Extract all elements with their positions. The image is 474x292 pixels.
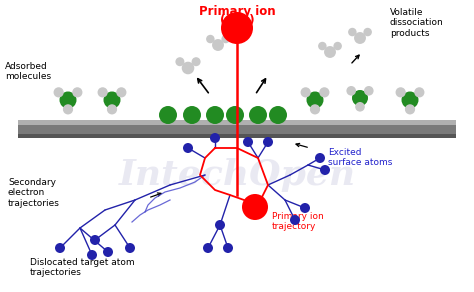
Circle shape [346, 86, 356, 95]
Circle shape [206, 106, 224, 124]
Circle shape [243, 137, 253, 147]
Circle shape [221, 35, 230, 43]
Circle shape [175, 57, 184, 66]
Bar [18, 120, 456, 125]
Circle shape [215, 220, 225, 230]
Text: IntechOpen: IntechOpen [118, 158, 356, 192]
Circle shape [352, 90, 368, 106]
Circle shape [223, 243, 233, 253]
Text: Dislocated target atom
trajectories: Dislocated target atom trajectories [30, 258, 135, 277]
Circle shape [364, 28, 372, 36]
Circle shape [301, 87, 311, 98]
Circle shape [103, 247, 113, 257]
Circle shape [125, 243, 135, 253]
Text: (Ga⁺): (Ga⁺) [219, 14, 255, 27]
Circle shape [242, 194, 268, 220]
Circle shape [318, 42, 327, 50]
Circle shape [183, 143, 193, 153]
Circle shape [226, 106, 244, 124]
Circle shape [206, 35, 215, 43]
Circle shape [307, 91, 323, 109]
Circle shape [159, 106, 177, 124]
Circle shape [212, 39, 224, 51]
Circle shape [324, 46, 336, 58]
Circle shape [249, 106, 267, 124]
Circle shape [55, 243, 65, 253]
Circle shape [221, 12, 253, 44]
Circle shape [116, 87, 127, 98]
Circle shape [269, 106, 287, 124]
Circle shape [72, 87, 82, 98]
Circle shape [310, 104, 320, 114]
Bar [18, 134, 456, 138]
Text: Primary ion: Primary ion [199, 5, 275, 18]
Bar [18, 123, 456, 138]
Circle shape [395, 87, 406, 98]
Circle shape [87, 250, 97, 260]
Circle shape [315, 153, 325, 163]
Text: Volatile
dissociation
products: Volatile dissociation products [390, 8, 444, 38]
Circle shape [401, 91, 419, 109]
Circle shape [107, 104, 117, 114]
Circle shape [98, 87, 108, 98]
Circle shape [203, 243, 213, 253]
Text: Secondary
electron
trajectories: Secondary electron trajectories [8, 178, 60, 208]
Text: Adsorbed
molecules: Adsorbed molecules [5, 62, 51, 81]
Circle shape [103, 91, 120, 109]
Circle shape [414, 87, 424, 98]
Circle shape [290, 215, 300, 225]
Circle shape [63, 104, 73, 114]
Circle shape [263, 137, 273, 147]
Circle shape [90, 235, 100, 245]
Circle shape [333, 42, 342, 50]
Circle shape [54, 87, 64, 98]
Text: Primary ion
trajectory: Primary ion trajectory [272, 212, 324, 231]
Circle shape [405, 104, 415, 114]
Circle shape [320, 165, 330, 175]
Circle shape [183, 106, 201, 124]
Text: Excited
surface atoms: Excited surface atoms [328, 148, 392, 167]
Circle shape [355, 102, 365, 112]
Circle shape [348, 28, 356, 36]
Circle shape [354, 32, 366, 44]
Circle shape [364, 86, 374, 95]
Circle shape [182, 62, 194, 74]
Circle shape [300, 203, 310, 213]
Circle shape [319, 87, 329, 98]
Circle shape [210, 133, 220, 143]
Circle shape [191, 57, 201, 66]
Circle shape [60, 91, 76, 109]
